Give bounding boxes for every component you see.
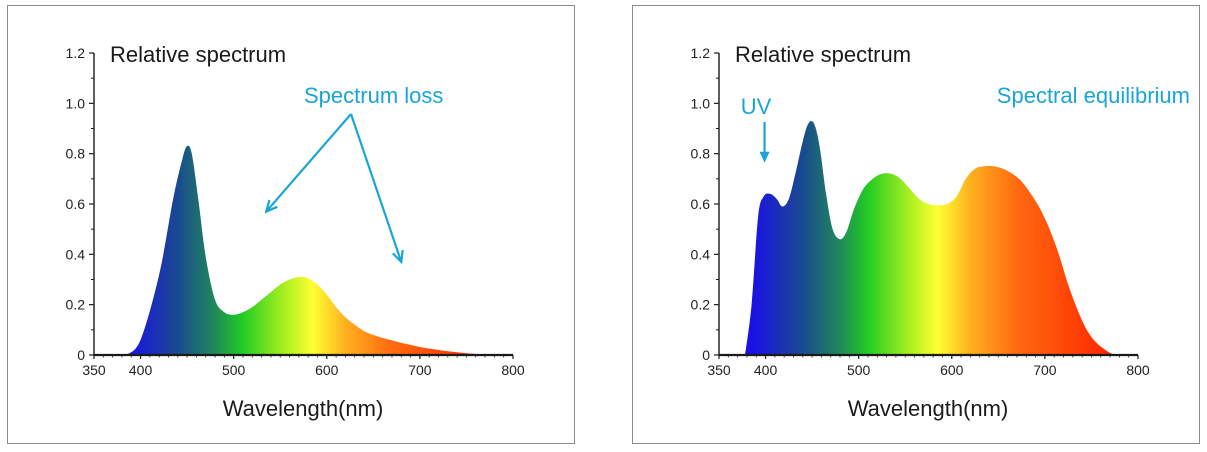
y-tick-label: 1.0 bbox=[66, 95, 86, 111]
y-tick-label: 0.4 bbox=[66, 246, 86, 262]
chart-panel-right: 0 0.2 0.4 0.6 0.8 1.0 1.2 350 400 500 600 700 800 Rel… bbox=[632, 5, 1200, 444]
y-tick-label: 0.8 bbox=[66, 146, 86, 162]
x-tick-label: 800 bbox=[1126, 362, 1150, 378]
x-tick-label: 500 bbox=[222, 362, 246, 378]
y-tick-label: 1.2 bbox=[691, 45, 711, 61]
spectrum-chart-left: 0 0.2 0.4 0.6 0.8 1.0 1.2 350 400 500 600 700 800 Rel… bbox=[66, 42, 525, 421]
annotation-spectral-equilibrium: Spectral equilibrium bbox=[997, 83, 1190, 108]
x-axis-title: Wavelength(nm) bbox=[848, 396, 1009, 421]
x-tick-label: 350 bbox=[82, 362, 106, 378]
y-tick-label: 1.0 bbox=[691, 95, 711, 111]
y-tick-label: 0.6 bbox=[66, 196, 86, 212]
x-tick-label: 600 bbox=[315, 362, 339, 378]
x-tick-label: 500 bbox=[847, 362, 871, 378]
y-tick-label: 0 bbox=[77, 347, 85, 363]
y-tick-label: 0.8 bbox=[691, 146, 711, 162]
y-tick-label: 0.2 bbox=[691, 297, 711, 313]
annotation-arrowhead bbox=[264, 199, 278, 214]
spectrum-chart-right: 0 0.2 0.4 0.6 0.8 1.0 1.2 350 400 500 600 700 800 Rel… bbox=[691, 42, 1190, 421]
x-tick-label: 400 bbox=[129, 362, 153, 378]
chart-title: Relative spectrum bbox=[735, 42, 911, 67]
x-tick-label: 800 bbox=[501, 362, 525, 378]
annotation-arrow bbox=[349, 113, 403, 263]
x-tick-label: 600 bbox=[940, 362, 964, 378]
x-tick-label: 700 bbox=[408, 362, 432, 378]
spectrum-area bbox=[745, 120, 1118, 355]
annotation-arrowhead bbox=[392, 249, 404, 265]
y-tick-label: 0.2 bbox=[66, 297, 86, 313]
spectrum-area bbox=[126, 145, 495, 355]
y-tick-label: 0 bbox=[702, 347, 710, 363]
x-tick-label: 700 bbox=[1033, 362, 1057, 378]
annotation-arrowhead bbox=[759, 151, 770, 163]
chart-title: Relative spectrum bbox=[110, 42, 286, 67]
x-axis-title: Wavelength(nm) bbox=[223, 396, 384, 421]
x-tick-label: 350 bbox=[707, 362, 731, 378]
annotation-spectrum-loss: Spectrum loss bbox=[304, 83, 443, 108]
annotation-arrow bbox=[265, 113, 352, 213]
x-tick-label: 400 bbox=[754, 362, 778, 378]
y-tick-label: 1.2 bbox=[66, 45, 86, 61]
y-tick-label: 0.6 bbox=[691, 196, 711, 212]
chart-panel-left: 0 0.2 0.4 0.6 0.8 1.0 1.2 350 400 500 600 700 800 Rel… bbox=[7, 5, 575, 444]
annotation-uv: UV bbox=[741, 94, 772, 119]
y-tick-label: 0.4 bbox=[691, 246, 711, 262]
